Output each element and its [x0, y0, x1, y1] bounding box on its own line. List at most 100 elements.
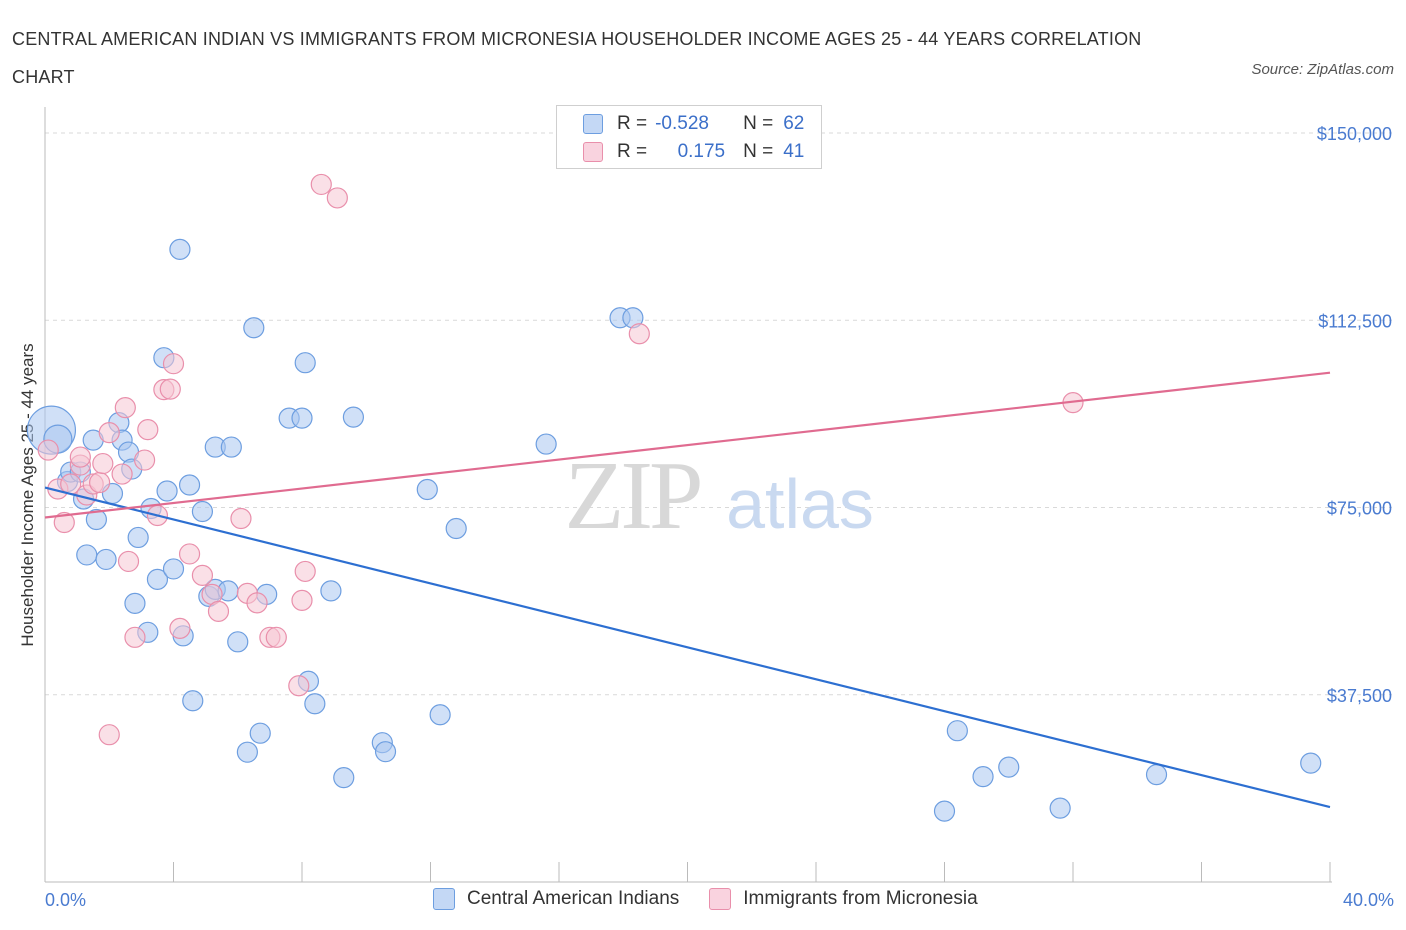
legend-swatch-pink [583, 142, 603, 162]
legend-r-value: -0.528 [655, 113, 709, 134]
series-swatch-pink [709, 888, 732, 910]
point-immigrants-micronesia [207, 600, 230, 622]
point-immigrants-micronesia [162, 353, 185, 375]
legend-r-value: 0.175 [677, 141, 726, 162]
series-label: Central American Indians [467, 888, 680, 909]
point-central-american-indians [933, 800, 956, 822]
chart-title: CENTRAL AMERICAN INDIAN VS IMMIGRANTS FR… [12, 29, 1142, 87]
point-central-american-indians [445, 517, 467, 540]
y-tick-label: $112,500 [1318, 311, 1392, 331]
y-tick-label: $150,000 [1317, 124, 1392, 144]
point-central-american-indians [243, 317, 265, 339]
legend-swatch-blue [583, 114, 603, 134]
point-central-american-indians [535, 433, 557, 455]
point-central-american-indians [374, 741, 397, 763]
point-immigrants-micronesia [53, 511, 75, 534]
point-immigrants-micronesia [133, 449, 156, 471]
point-central-american-indians [1300, 752, 1322, 774]
watermark-atlas: atlas [726, 465, 874, 543]
point-central-american-indians [1049, 797, 1071, 819]
legend-n-label: N = [743, 113, 774, 134]
point-central-american-indians [191, 500, 214, 523]
point-immigrants-micronesia [178, 543, 201, 565]
point-immigrants-micronesia [124, 626, 146, 648]
axes-layer [44, 107, 1332, 883]
point-central-american-indians [294, 352, 316, 374]
point-immigrants-micronesia [111, 463, 133, 485]
point-central-american-indians [227, 631, 249, 653]
point-immigrants-micronesia [326, 187, 348, 209]
point-central-american-indians [124, 592, 146, 614]
point-central-american-indians [169, 238, 191, 260]
y-tick-labels: $150,000 $112,500 $75,000 $37,500 [1317, 124, 1392, 706]
point-central-american-indians [156, 480, 178, 502]
grid-layer [45, 132, 1392, 696]
point-central-american-indians [291, 407, 313, 429]
point-central-american-indians [333, 767, 355, 789]
legend-row-central-american-indians: R = -0.528 N = 62 [583, 111, 804, 137]
series-legend-item-immigrants-micronesia[interactable]: Immigrants from Micronesia [709, 888, 978, 910]
point-immigrants-micronesia [288, 675, 310, 697]
point-central-american-indians [146, 568, 169, 591]
legend-r-label: R = [617, 141, 648, 162]
point-immigrants-micronesia [117, 550, 140, 573]
point-immigrants-micronesia [98, 422, 120, 444]
trend-layer [44, 371, 1331, 809]
point-immigrants-micronesia [294, 560, 316, 583]
point-central-american-indians [429, 704, 451, 726]
point-immigrants-micronesia [191, 564, 214, 587]
point-central-american-indians [162, 558, 185, 580]
watermark: ZIP atlas [565, 442, 874, 550]
point-central-american-indians [304, 693, 326, 715]
points-layer [26, 173, 1322, 822]
point-immigrants-micronesia [69, 446, 91, 468]
point-central-american-indians [220, 436, 242, 458]
point-immigrants-micronesia [291, 589, 313, 611]
point-central-american-indians [998, 756, 1020, 778]
y-tick-label: $37,500 [1327, 686, 1392, 706]
point-central-american-indians [320, 580, 342, 602]
point-central-american-indians [95, 548, 117, 571]
point-immigrants-micronesia [246, 592, 268, 614]
point-central-american-indians [178, 474, 201, 496]
legend-n-value: 41 [783, 141, 805, 162]
point-immigrants-micronesia [169, 617, 191, 639]
point-immigrants-micronesia [98, 724, 120, 746]
legend-n-value: 62 [783, 113, 805, 134]
legend-row-immigrants-micronesia: R = 0.175 N = 41 [583, 139, 804, 165]
point-central-american-indians [182, 690, 204, 712]
point-central-american-indians [76, 544, 98, 566]
point-central-american-indians [127, 526, 149, 549]
x-axis-min-label: 0.0% [45, 890, 87, 910]
point-central-american-indians [416, 478, 438, 501]
point-immigrants-micronesia [89, 471, 111, 494]
point-immigrants-micronesia [628, 323, 650, 345]
point-immigrants-micronesia [159, 378, 181, 400]
legend-r-label: R = [617, 113, 648, 134]
trend-line-central-american-indians [44, 486, 1331, 809]
point-central-american-indians [236, 741, 258, 763]
correlation-legend: R = -0.528 N = 62 R = 0.175 N = 41 [556, 105, 822, 169]
series-label: Immigrants from Micronesia [743, 888, 978, 909]
point-immigrants-micronesia [265, 626, 287, 648]
trend-line-immigrants-micronesia [44, 371, 1331, 519]
series-legend-item-central-american-indians[interactable]: Central American Indians [433, 888, 679, 910]
point-immigrants-micronesia [37, 439, 59, 461]
point-central-american-indians [85, 508, 108, 531]
point-immigrants-micronesia [137, 419, 159, 441]
point-immigrants-micronesia [230, 507, 252, 530]
point-central-american-indians [1145, 764, 1168, 786]
point-central-american-indians [946, 720, 968, 742]
watermark-zip: ZIP [565, 442, 700, 550]
series-swatch-blue [433, 888, 455, 910]
point-immigrants-micronesia [114, 397, 136, 419]
x-axis-max-label: 40.0% [1342, 890, 1394, 910]
point-central-american-indians [972, 766, 994, 788]
point-central-american-indians [342, 406, 364, 428]
point-immigrants-micronesia [310, 173, 332, 196]
source-credit: Source: ZipAtlas.com [1251, 61, 1394, 78]
y-tick-label: $75,000 [1327, 499, 1392, 519]
legend-n-label: N = [743, 141, 774, 162]
series-legend: Central American Indians Immigrants from… [433, 888, 1008, 910]
